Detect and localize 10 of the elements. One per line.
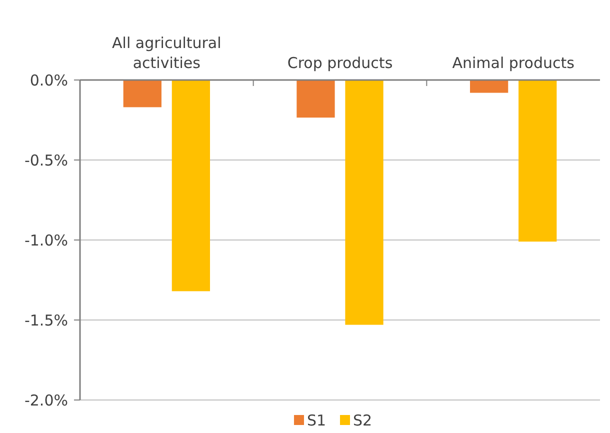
y-tick-label: -1.0%: [24, 231, 68, 250]
legend-label: S1: [307, 411, 326, 430]
y-tick-label: -1.5%: [24, 311, 68, 330]
x-tick-label: Crop products: [287, 54, 393, 72]
x-tick-label: All agricultural activities: [112, 34, 222, 72]
legend-label: S2: [353, 411, 372, 430]
y-tick-label: 0.0%: [30, 71, 68, 90]
y-tick-label: -2.0%: [24, 391, 68, 410]
x-tick-label: Animal products: [452, 54, 575, 72]
y-tick-label: -0.5%: [24, 151, 68, 170]
